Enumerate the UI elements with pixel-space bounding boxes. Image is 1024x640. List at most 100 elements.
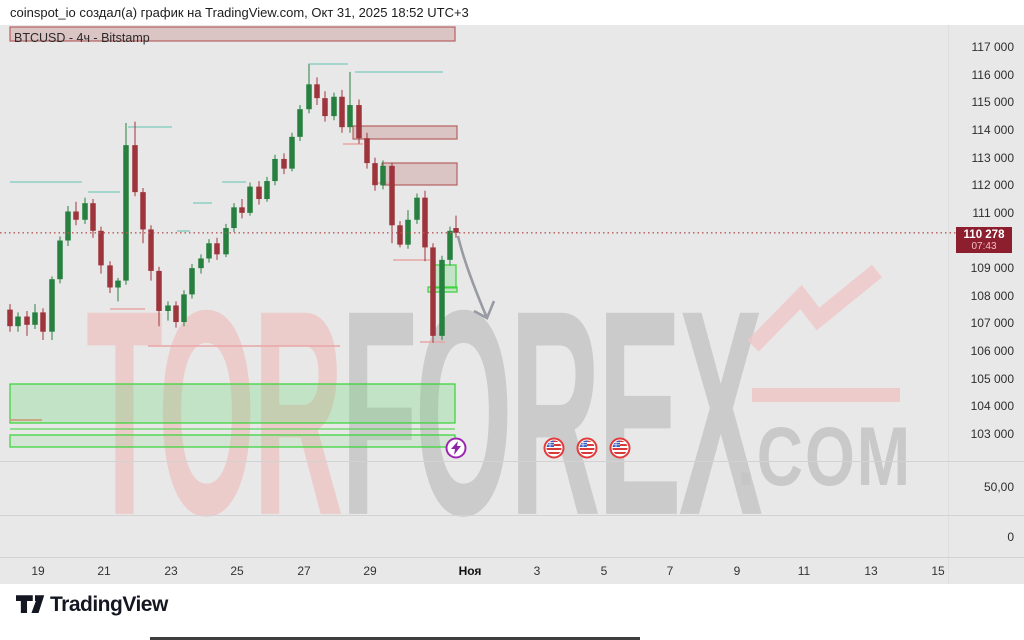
candle-down <box>339 96 345 128</box>
candle-down <box>281 158 287 169</box>
candle-down <box>356 105 362 139</box>
candle-up <box>115 280 121 288</box>
time-tick-label: 21 <box>97 564 111 578</box>
flag-stripes <box>546 440 562 456</box>
candle-up <box>331 96 337 117</box>
price-tick-label: 104 000 <box>970 399 1014 414</box>
price-tick-label: 115 000 <box>971 95 1015 110</box>
symbol-label: BTCUSD - 4ч - Bitstamp <box>14 31 150 45</box>
candle-up <box>231 207 237 229</box>
watermark-com: .COM <box>737 409 913 504</box>
supply-zone <box>352 125 458 140</box>
price-tick-label: 111 000 <box>972 205 1014 220</box>
candle-down <box>107 265 113 288</box>
candle-down <box>40 312 46 332</box>
candle-down <box>173 305 179 323</box>
candle-up <box>123 145 129 281</box>
lightning-event-icon[interactable] <box>445 437 467 459</box>
pane-separator <box>0 557 1024 558</box>
candle-up <box>289 136 295 169</box>
price-axis-separator <box>948 25 949 584</box>
candle-up <box>223 228 229 255</box>
time-tick-label: 3 <box>533 564 541 578</box>
candle-down <box>256 186 262 200</box>
time-tick-label: 15 <box>931 564 945 578</box>
candle-up <box>189 268 195 295</box>
candle-up <box>380 165 386 186</box>
time-tick-label: 25 <box>230 564 244 578</box>
candle-up <box>198 258 204 269</box>
watermark-underline <box>752 388 900 402</box>
candle-up <box>247 186 253 213</box>
candle-down <box>148 229 154 271</box>
price-tick-label: 108 000 <box>970 288 1014 303</box>
candle-up <box>57 240 63 280</box>
candle-down <box>364 138 370 164</box>
candle-down <box>397 225 403 245</box>
chart-background[interactable]: TORFOREX .COM <box>0 25 1024 584</box>
bottom-bar <box>150 637 640 640</box>
time-tick-label: Ноя <box>458 564 482 578</box>
candle-down <box>90 203 96 231</box>
attribution-text: coinspot_io создал(а) график на TradingV… <box>10 5 469 20</box>
candle-down <box>430 247 436 336</box>
indicator-value-label: 0 <box>1007 530 1014 544</box>
candle-up <box>297 109 303 137</box>
supply-zone <box>9 26 456 42</box>
candle-up <box>165 305 171 311</box>
price-tick-label: 116 000 <box>971 67 1015 82</box>
time-tick-label: 11 <box>797 564 811 578</box>
candle-down <box>140 192 146 230</box>
candle-down <box>389 165 395 226</box>
price-tick-label: 105 000 <box>970 371 1014 386</box>
us-flag-event-icon[interactable] <box>576 437 598 459</box>
candle-up <box>439 259 445 336</box>
attribution-bar: coinspot_io создал(а) график на TradingV… <box>0 0 1024 25</box>
footer: TradingView <box>0 584 1024 640</box>
pane-separator <box>0 461 1024 462</box>
us-flag-event-icon[interactable] <box>543 437 565 459</box>
candle-up <box>405 219 411 245</box>
time-tick-label: 19 <box>31 564 45 578</box>
watermark-forex: FOREX <box>340 249 763 577</box>
time-tick-label: 13 <box>864 564 878 578</box>
candle-up <box>272 158 278 182</box>
current-price-badge: 110 278 07:43 <box>956 227 1012 253</box>
price-tick-label: 107 000 <box>970 316 1014 331</box>
candle-up <box>15 316 21 327</box>
candle-up <box>32 312 38 325</box>
candle-down <box>372 163 378 186</box>
price-tick-label: 117 000 <box>971 40 1015 54</box>
price-tick-label: 114 000 <box>971 122 1015 137</box>
demand-zone <box>9 434 456 448</box>
candle-down <box>7 309 13 327</box>
projection-arrowhead <box>473 300 496 320</box>
price-tick-label: 109 000 <box>970 261 1014 276</box>
time-tick-label: 29 <box>363 564 377 578</box>
bar-countdown: 07:43 <box>971 240 997 252</box>
lightning-bolt <box>451 441 461 455</box>
watermark-text: TORFOREX <box>86 267 763 560</box>
candle-down <box>422 197 428 248</box>
candle-up <box>264 181 270 200</box>
candle-up <box>49 279 55 332</box>
flag-stripes <box>579 440 595 456</box>
current-price-value: 110 278 <box>963 228 1005 241</box>
us-flag-event-icon[interactable] <box>609 437 631 459</box>
candle-down <box>453 228 459 233</box>
tradingview-logo <box>16 595 45 613</box>
price-tick-label: 106 000 <box>970 344 1014 359</box>
candle-up <box>347 105 353 128</box>
price-tick-label: 112 000 <box>971 178 1015 193</box>
time-tick-label: 27 <box>297 564 311 578</box>
candle-up <box>206 243 212 259</box>
candle-down <box>73 211 79 220</box>
candle-up <box>65 211 71 241</box>
time-tick-label: 7 <box>666 564 674 578</box>
indicator-value-label: 50,00 <box>983 480 1014 494</box>
candle-down <box>98 230 104 266</box>
price-tick-label: 113 000 <box>971 150 1015 165</box>
candle-down <box>214 243 220 255</box>
candle-down <box>314 84 320 99</box>
